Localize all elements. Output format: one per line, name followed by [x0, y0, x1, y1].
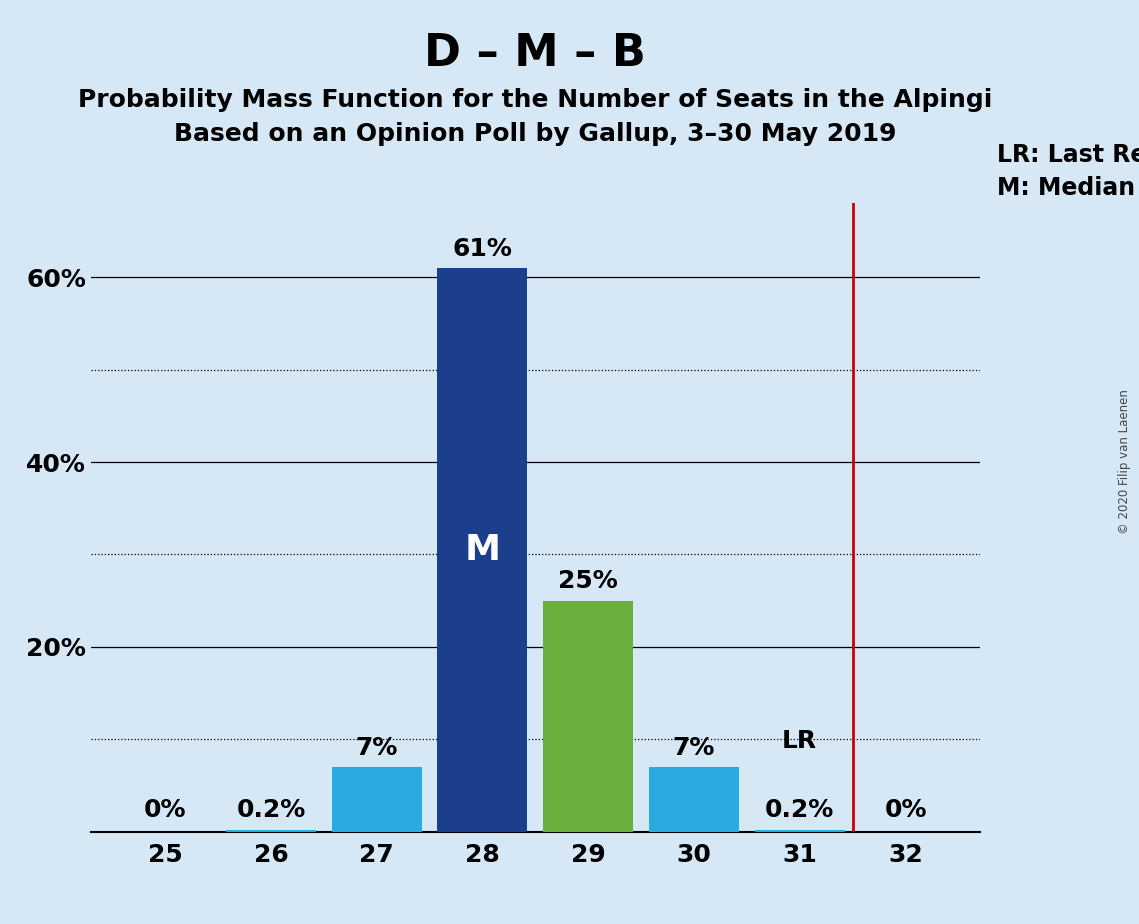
- Bar: [437, 268, 527, 832]
- Text: Based on an Opinion Poll by Gallup, 3–30 May 2019: Based on an Opinion Poll by Gallup, 3–30…: [174, 122, 896, 146]
- Text: M: M: [465, 533, 500, 566]
- Text: M: Median: M: Median: [997, 176, 1134, 200]
- Text: Probability Mass Function for the Number of Seats in the Alpingi: Probability Mass Function for the Number…: [79, 88, 992, 112]
- Text: LR: LR: [782, 729, 818, 753]
- Bar: [226, 830, 316, 832]
- Text: 7%: 7%: [673, 736, 715, 760]
- Bar: [331, 767, 421, 832]
- Text: 0%: 0%: [144, 798, 187, 822]
- Text: D – M – B: D – M – B: [425, 32, 646, 76]
- Text: LR: Last Result: LR: Last Result: [997, 143, 1139, 167]
- Text: © 2020 Filip van Laenen: © 2020 Filip van Laenen: [1118, 390, 1131, 534]
- Bar: [649, 767, 739, 832]
- Text: 7%: 7%: [355, 736, 398, 760]
- Text: 61%: 61%: [452, 237, 513, 261]
- Text: 25%: 25%: [558, 569, 618, 593]
- Bar: [543, 601, 633, 832]
- Text: 0.2%: 0.2%: [236, 798, 305, 822]
- Text: 0%: 0%: [884, 798, 927, 822]
- Text: 0.2%: 0.2%: [765, 798, 835, 822]
- Bar: [755, 830, 845, 832]
